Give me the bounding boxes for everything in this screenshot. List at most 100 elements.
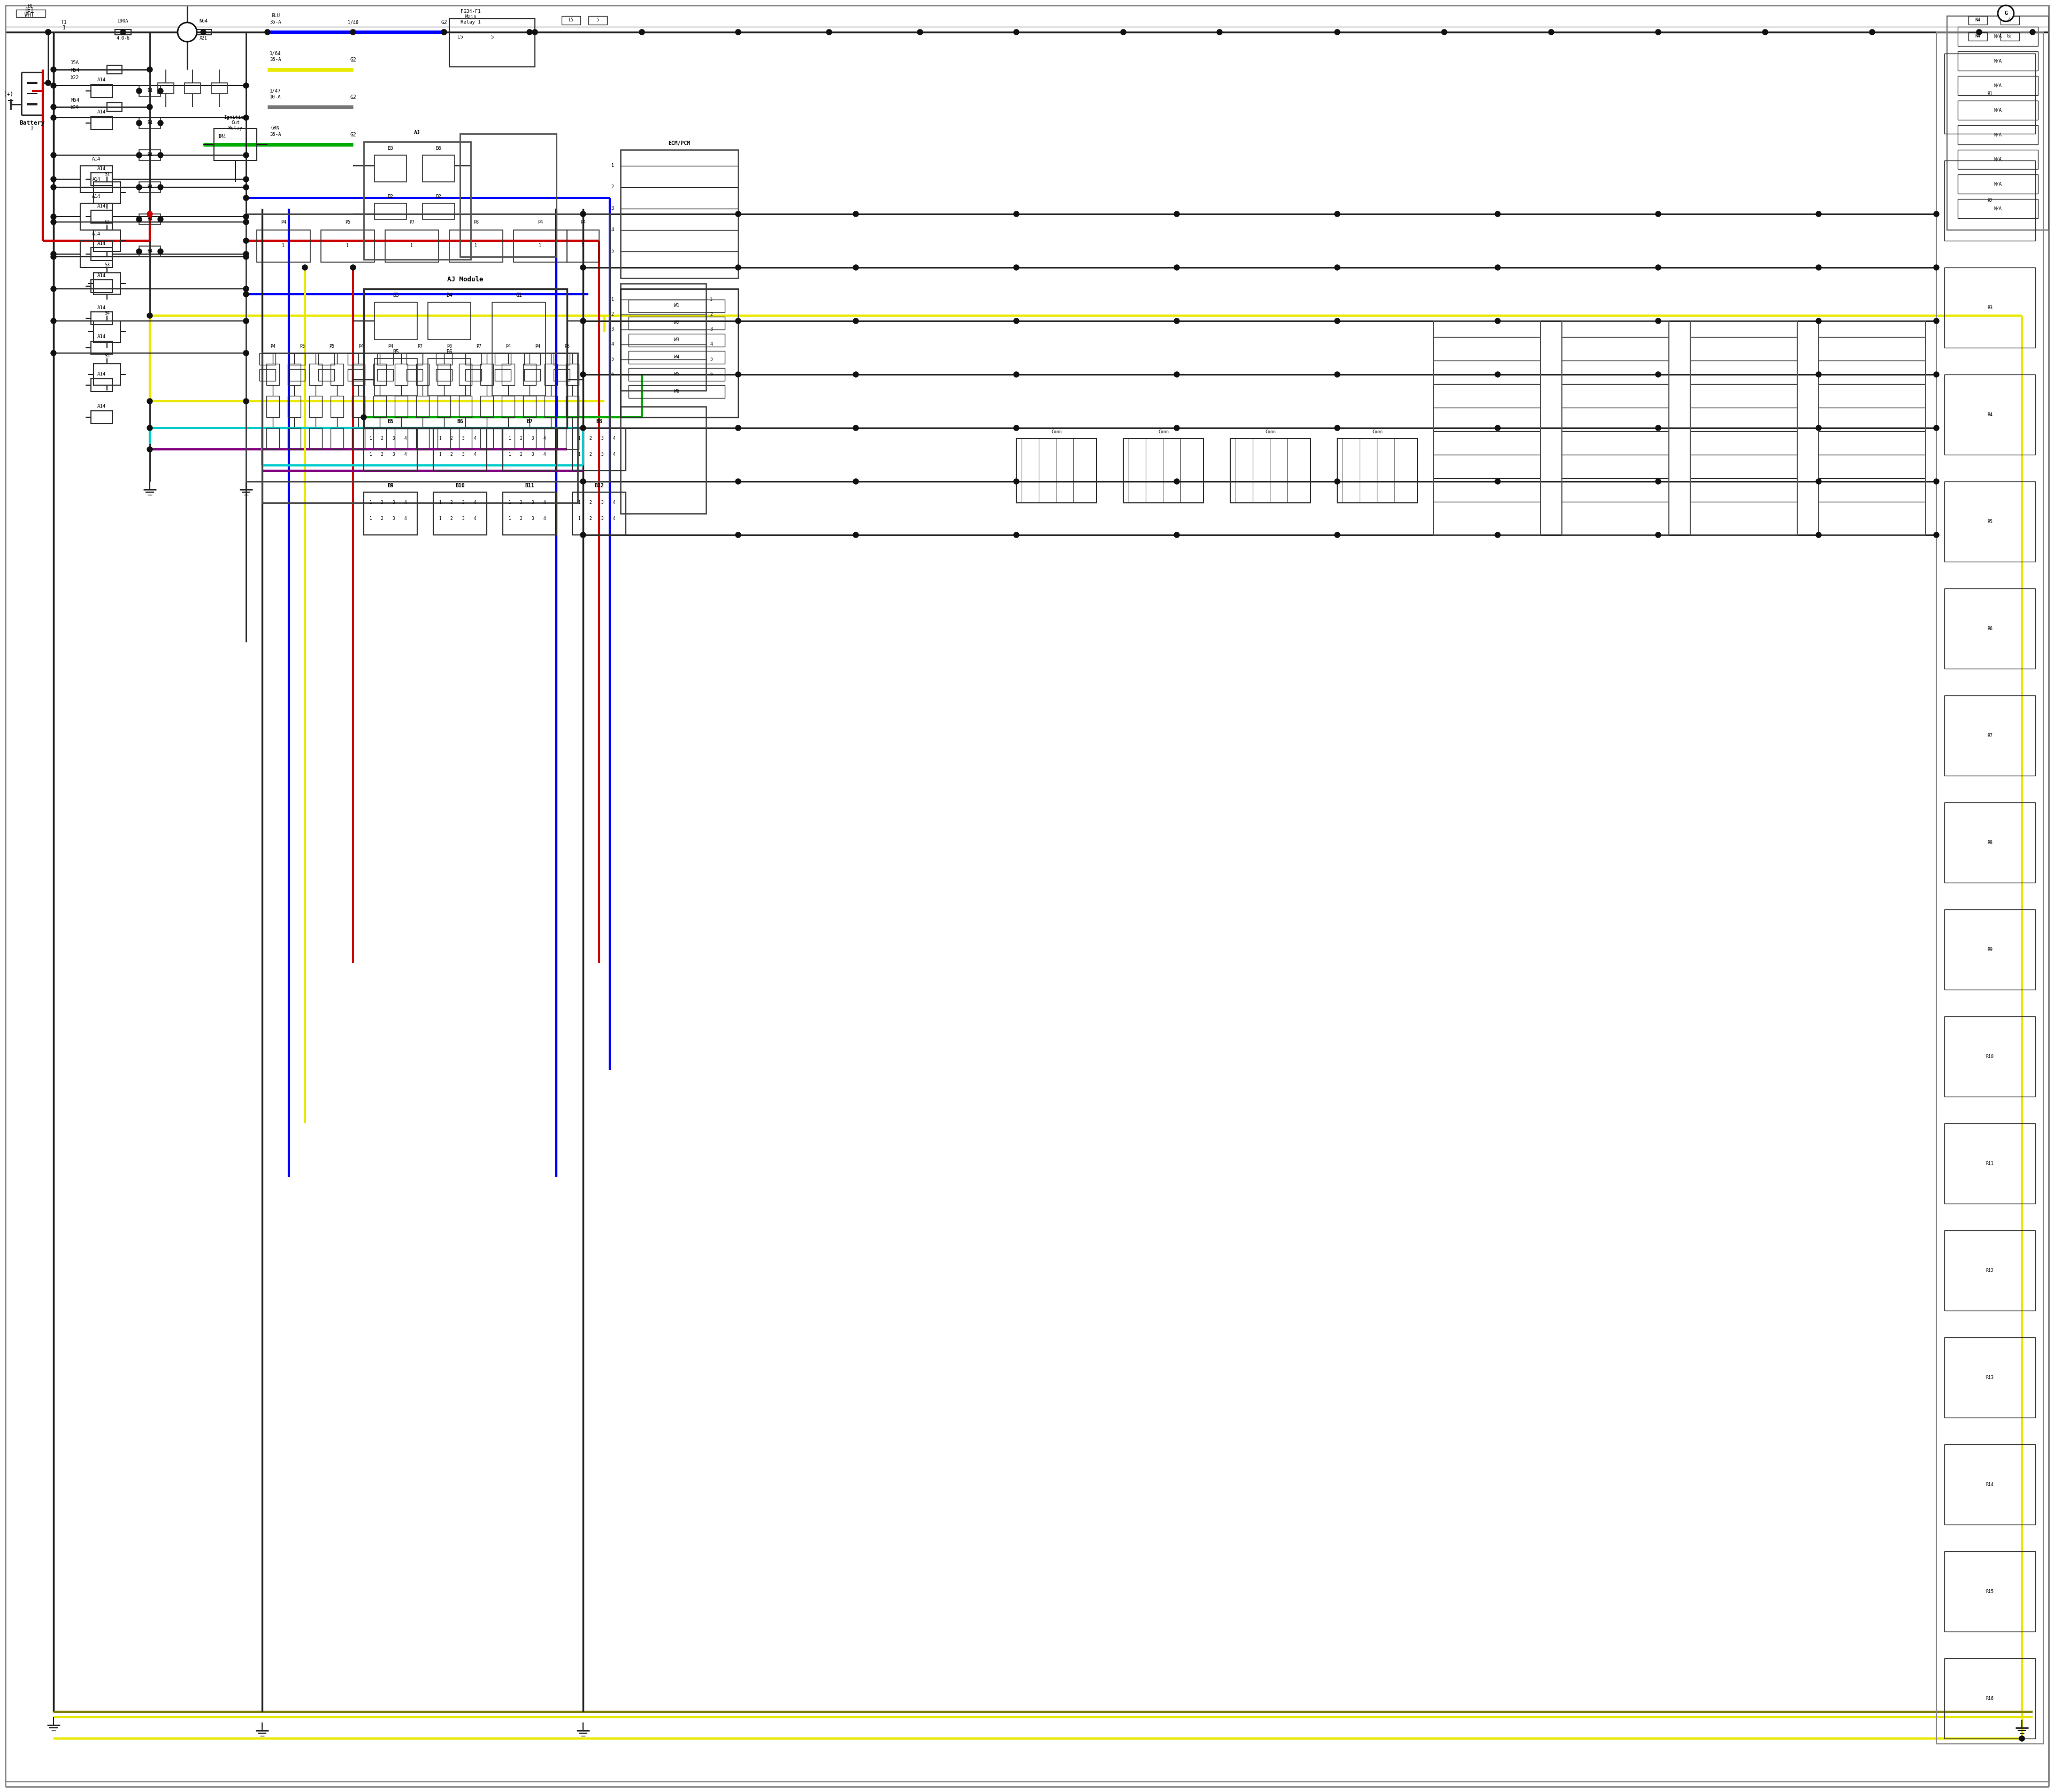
Circle shape bbox=[735, 532, 741, 538]
Circle shape bbox=[158, 152, 162, 158]
Text: N/A: N/A bbox=[1994, 82, 2003, 88]
Circle shape bbox=[1335, 425, 1339, 430]
Bar bbox=[1945, 588, 2036, 668]
Text: 1: 1 bbox=[370, 500, 372, 505]
Text: 3: 3 bbox=[532, 500, 534, 505]
Text: R15: R15 bbox=[1986, 1590, 1994, 1593]
Circle shape bbox=[148, 314, 152, 319]
Bar bbox=[1945, 909, 2036, 989]
Bar bbox=[90, 247, 113, 260]
Circle shape bbox=[51, 82, 55, 88]
Text: 1: 1 bbox=[711, 297, 713, 303]
Text: 3: 3 bbox=[392, 452, 394, 457]
Bar bbox=[267, 428, 279, 450]
Text: B4: B4 bbox=[148, 185, 152, 190]
Text: W3: W3 bbox=[674, 339, 680, 342]
Text: 2: 2 bbox=[589, 452, 592, 457]
Text: [E]: [E] bbox=[25, 7, 35, 13]
Text: 4: 4 bbox=[612, 516, 616, 521]
Bar bbox=[620, 151, 737, 278]
Bar bbox=[386, 229, 440, 262]
Text: G: G bbox=[2005, 11, 2007, 16]
Circle shape bbox=[581, 319, 585, 324]
Text: 2: 2 bbox=[589, 435, 592, 441]
Bar bbox=[1957, 27, 2038, 47]
Text: 2: 2 bbox=[520, 516, 522, 521]
Text: X22: X22 bbox=[70, 75, 80, 81]
Circle shape bbox=[852, 211, 859, 217]
Bar bbox=[629, 351, 725, 364]
Bar bbox=[1561, 321, 1668, 536]
Text: 3: 3 bbox=[532, 435, 534, 441]
Bar bbox=[267, 364, 279, 385]
Bar bbox=[567, 364, 579, 385]
Bar bbox=[374, 396, 386, 418]
Bar bbox=[501, 428, 516, 450]
Circle shape bbox=[148, 425, 152, 430]
Circle shape bbox=[1933, 265, 1939, 271]
Bar bbox=[374, 364, 386, 385]
Text: Main: Main bbox=[464, 14, 477, 20]
Text: B2: B2 bbox=[388, 195, 394, 199]
Bar bbox=[503, 493, 557, 536]
Text: B8: B8 bbox=[596, 419, 602, 425]
Text: R13: R13 bbox=[1986, 1374, 1994, 1380]
Circle shape bbox=[1816, 265, 1822, 271]
Circle shape bbox=[1656, 532, 1662, 538]
Bar bbox=[94, 272, 121, 294]
Text: AJ: AJ bbox=[415, 131, 421, 136]
Circle shape bbox=[1442, 29, 1446, 34]
Bar bbox=[1017, 439, 1097, 504]
Bar bbox=[364, 289, 567, 428]
Circle shape bbox=[1495, 478, 1499, 484]
Bar bbox=[290, 353, 304, 366]
Text: R8: R8 bbox=[1986, 840, 1992, 844]
Circle shape bbox=[442, 29, 446, 34]
Text: P5: P5 bbox=[300, 344, 304, 349]
Text: 4: 4 bbox=[544, 516, 546, 521]
Bar bbox=[257, 229, 310, 262]
Circle shape bbox=[581, 478, 585, 484]
Text: 4: 4 bbox=[711, 342, 713, 348]
Circle shape bbox=[1335, 532, 1339, 538]
Text: W6: W6 bbox=[674, 389, 680, 394]
Bar bbox=[2001, 16, 2019, 25]
Bar bbox=[364, 493, 417, 536]
Bar bbox=[347, 353, 364, 366]
Bar bbox=[1124, 439, 1204, 504]
Bar bbox=[620, 283, 707, 391]
Circle shape bbox=[532, 29, 538, 34]
Circle shape bbox=[1013, 425, 1019, 430]
Text: 4: 4 bbox=[474, 452, 477, 457]
Text: P4: P4 bbox=[357, 344, 364, 349]
Text: X21: X21 bbox=[199, 36, 207, 41]
Bar bbox=[544, 428, 557, 450]
Bar bbox=[1945, 1444, 2036, 1525]
Text: 10-A: 10-A bbox=[269, 95, 281, 100]
Text: P5: P5 bbox=[329, 344, 335, 349]
Text: L5: L5 bbox=[458, 36, 462, 39]
Text: 3: 3 bbox=[462, 500, 464, 505]
Bar bbox=[80, 202, 113, 229]
Bar bbox=[1957, 52, 2038, 70]
Text: 2: 2 bbox=[520, 435, 522, 441]
Circle shape bbox=[1495, 211, 1499, 217]
Bar bbox=[1945, 482, 2036, 561]
Text: N64: N64 bbox=[199, 20, 207, 23]
Text: 3: 3 bbox=[462, 452, 464, 457]
Text: 4: 4 bbox=[612, 435, 616, 441]
Text: X29: X29 bbox=[70, 106, 80, 111]
Bar bbox=[450, 229, 503, 262]
Text: N/A: N/A bbox=[1994, 181, 2003, 186]
Circle shape bbox=[1816, 425, 1822, 430]
Circle shape bbox=[242, 195, 249, 201]
Bar bbox=[514, 229, 567, 262]
Text: L5: L5 bbox=[569, 18, 573, 23]
Bar bbox=[567, 229, 600, 262]
Text: Battery: Battery bbox=[18, 120, 45, 125]
Text: B5: B5 bbox=[388, 419, 394, 425]
Text: Conn: Conn bbox=[1265, 430, 1276, 435]
Text: 4: 4 bbox=[612, 452, 616, 457]
Circle shape bbox=[1335, 478, 1339, 484]
Circle shape bbox=[265, 29, 271, 34]
